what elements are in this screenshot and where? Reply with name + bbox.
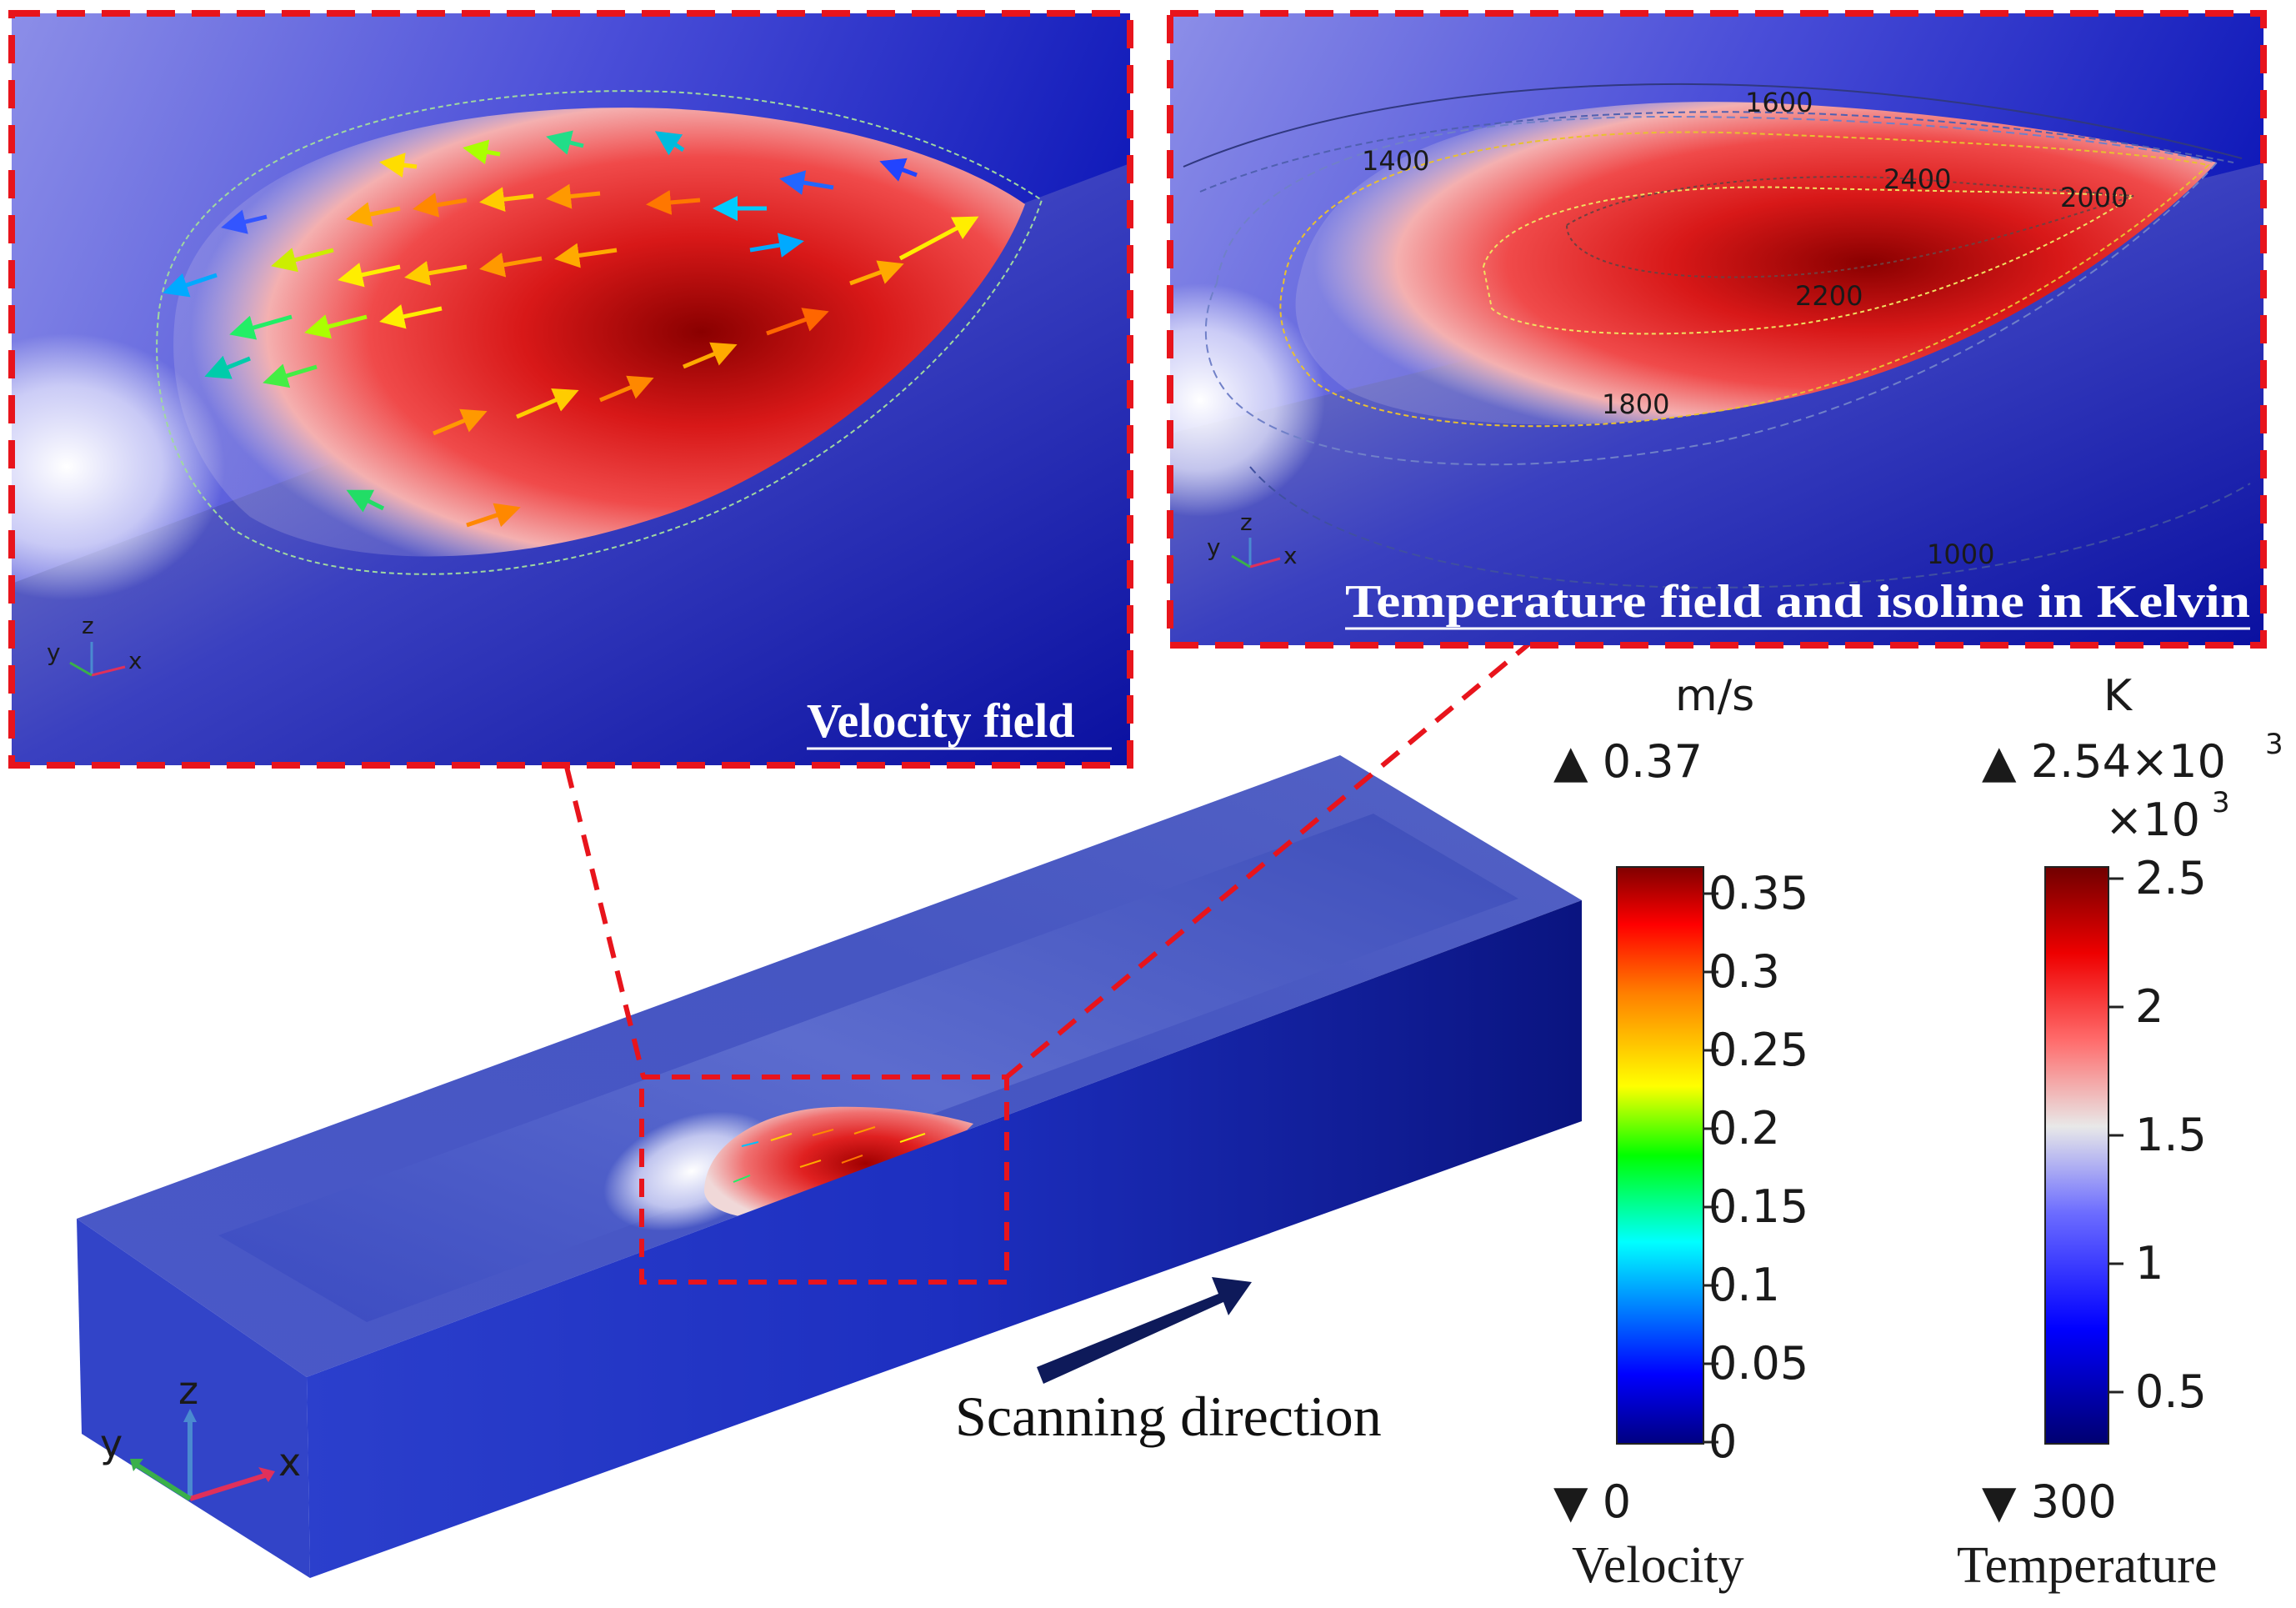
block-front-face [307,900,1582,1578]
velocity-axis-y: y [47,639,61,666]
temperature-tick-label: 2.5 [2135,852,2207,904]
main-axis-x: x [278,1440,301,1485]
isoline-label-2400: 2400 [1883,163,1951,195]
scan-label: Scanning direction [955,1385,1382,1448]
temperature-tick-label: 1.5 [2135,1109,2207,1161]
velocity-tick-label: 0.2 [1708,1102,1780,1155]
block-left-face [77,1219,310,1578]
block-track [218,814,1518,1322]
velocity-tick-label: 0.35 [1708,867,1808,919]
velocity-panel-title: Velocity field [807,694,1075,748]
temperature-tick-label: 0.5 [2135,1365,2207,1418]
isoline-label-1400: 1400 [1362,145,1429,177]
temperature-ticks [2108,877,2123,1394]
main-3d-block: z x y [77,755,1582,1578]
isoline-label-2000: 2000 [2060,182,2128,213]
velocity-name: Velocity [1572,1537,1744,1594]
velocity-tick-label: 0.25 [1708,1024,1808,1076]
temperature-axis-y: y [1207,533,1221,561]
temperature-tick-label: 2 [2135,980,2163,1033]
isoline-label-1000: 1000 [1927,539,1994,570]
velocity-max-label: ▲ 0.37 [1553,735,1703,788]
isoline-label-2200: 2200 [1795,280,1863,312]
velocity-min-label: ▼ 0 [1553,1475,1631,1528]
main-axis-y: y [100,1421,123,1466]
temperature-panel: 1400 1600 2400 2000 2200 1800 1000 z x y… [1167,10,2267,649]
temperature-name: Temperature [1957,1537,2217,1594]
temperature-panel-title: Temperature field and isoline in Kelvin [1345,576,2250,628]
velocity-panel-border [8,10,1133,769]
velocity-unit: m/s [1675,671,1754,721]
velocity-tick-label: 0 [1708,1415,1737,1468]
velocity-tick-label: 0.15 [1708,1180,1808,1233]
velocity-ticks [1703,892,1718,1444]
velocity-legend: m/s ▲ 0.37 0.35 0.3 0.25 0.2 0.15 0.1 0.… [1553,671,1808,1594]
inset-box [639,1075,1009,1285]
temperature-tick-label: 1 [2135,1237,2163,1290]
velocity-tick-label: 0.3 [1708,945,1780,998]
velocity-panel: z x y Velocity field [8,10,1133,769]
isoline-label-1600: 1600 [1745,87,1813,118]
velocity-tick-label: 0.1 [1708,1259,1780,1311]
temperature-unit: K [2103,671,2133,721]
velocity-tick-label: 0.05 [1708,1337,1808,1390]
temperature-max-label: ▲ 2.54×10 [1982,735,2226,788]
velocity-axis-x: x [128,647,143,674]
temperature-max-exp: 3 [2265,728,2283,761]
temperature-multiplier-exp: 3 [2212,786,2230,819]
velocity-colorbar [1616,866,1704,1445]
temperature-min-label: ▼ 300 [1982,1475,2117,1528]
temperature-axis-x: x [1283,542,1298,569]
main-melt-pool [704,1106,973,1220]
connector-lines [564,638,1535,1080]
velocity-axis-z: z [82,612,94,639]
scan-arrow [1037,1277,1252,1384]
temperature-legend: K ▲ 2.54×10 3 ×10 3 2.5 2 1.5 1 0.5 ▼ 30… [1957,671,2283,1594]
main-axis-z: z [178,1368,198,1413]
temperature-colorbar [2044,866,2109,1445]
isoline-label-1800: 1800 [1602,388,1669,420]
main-pool-arrows [733,1126,926,1183]
temperature-axis-z: z [1240,508,1253,536]
temperature-multiplier: ×10 [2105,794,2200,846]
main-axes-indicator [130,1409,275,1501]
temperature-panel-border [1167,10,2267,649]
